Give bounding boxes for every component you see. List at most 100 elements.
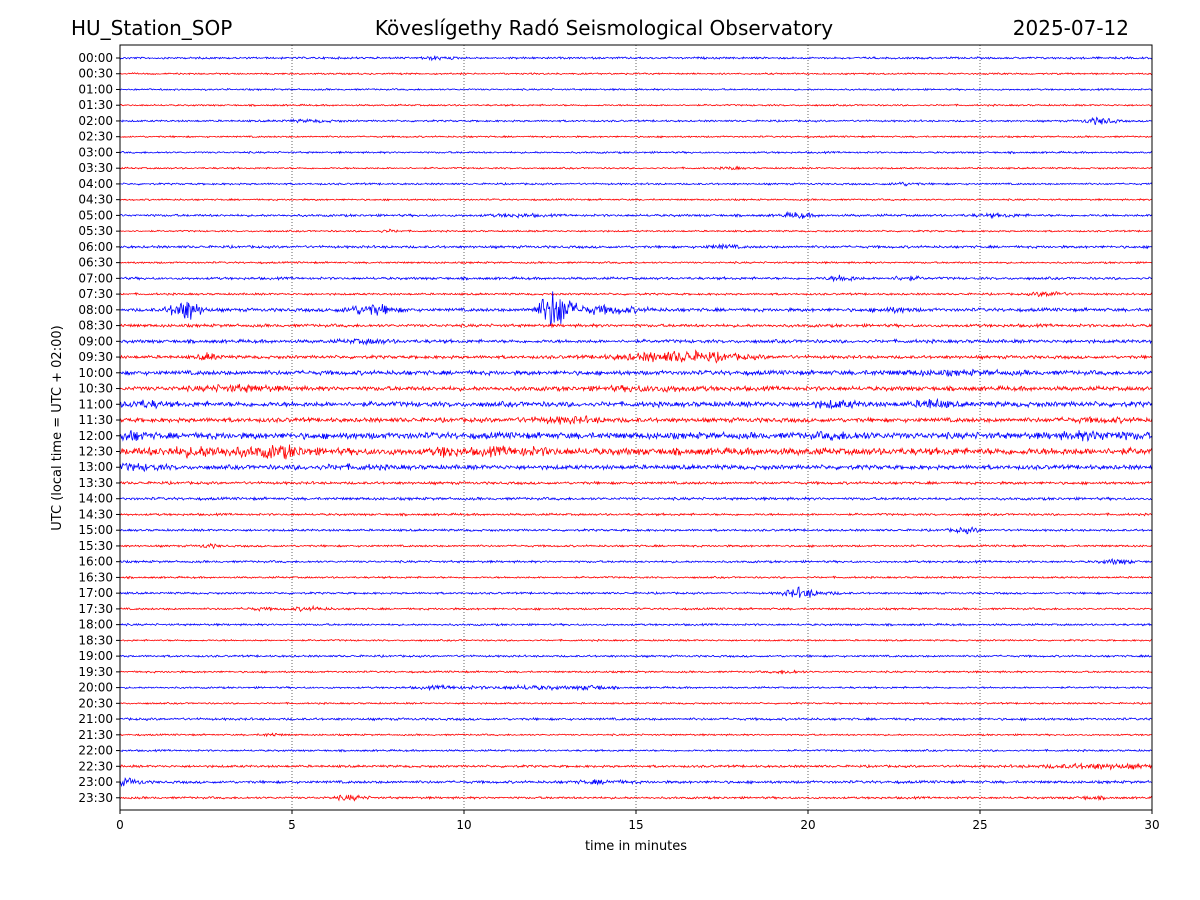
x-axis-label: time in minutes [585, 839, 687, 854]
y-tick-label: 07:00 [78, 271, 113, 285]
trace-1600 [119, 557, 1153, 566]
x-tick-label: 20 [800, 818, 815, 832]
y-tick-label: 00:30 [78, 67, 113, 81]
trace-1930 [119, 669, 1153, 675]
trace-2300 [119, 777, 1153, 788]
trace-0100 [119, 87, 1153, 92]
y-tick-label: 01:00 [78, 82, 113, 96]
y-tick-label: 13:30 [78, 476, 113, 490]
y-tick-label: 09:30 [78, 350, 113, 364]
y-tick-label: 16:00 [78, 555, 113, 569]
trace-0300 [119, 150, 1153, 155]
y-tick-label: 10:30 [78, 382, 113, 396]
trace-0000 [119, 55, 1153, 62]
trace-0800 [119, 291, 1153, 327]
trace-2230 [119, 762, 1153, 771]
trace-0400 [119, 181, 1153, 187]
trace-1200 [119, 430, 1153, 443]
y-tick-label: 19:30 [78, 665, 113, 679]
y-tick-label: 18:30 [78, 633, 113, 647]
trace-2130 [119, 732, 1153, 738]
trace-1130 [119, 415, 1153, 425]
trace-0130 [119, 103, 1153, 108]
y-tick-label: 03:00 [78, 145, 113, 159]
y-tick-label: 05:00 [78, 208, 113, 222]
y-tick-label: 18:00 [78, 618, 113, 632]
trace-2330 [119, 794, 1153, 802]
observatory-title: Köveslígethy Radó Seismological Observat… [375, 16, 833, 40]
trace-2100 [119, 716, 1153, 722]
y-tick-label: 11:00 [78, 397, 113, 411]
trace-1030 [119, 383, 1153, 394]
x-tick-label: 15 [628, 818, 643, 832]
trace-1400 [119, 496, 1153, 502]
y-tick-label: 01:30 [78, 98, 113, 112]
trace-0730 [119, 291, 1153, 298]
trace-1730 [119, 604, 1153, 613]
x-tick-label: 25 [972, 818, 987, 832]
seismic-traces [119, 55, 1153, 802]
y-tick-label: 02:30 [78, 130, 113, 144]
trace-1830 [119, 638, 1153, 643]
y-tick-label: 21:30 [78, 728, 113, 742]
trace-1300 [119, 462, 1153, 473]
y-tick-label: 17:00 [78, 586, 113, 600]
grid-lines [291, 45, 981, 810]
trace-0630 [119, 260, 1153, 265]
y-tick-label: 12:00 [78, 429, 113, 443]
y-tick-label: 06:30 [78, 256, 113, 270]
trace-1000 [119, 368, 1153, 378]
y-tick-label: 05:30 [78, 224, 113, 238]
trace-0230 [119, 134, 1153, 139]
y-axis-label: UTC (local time = UTC + 02:00) [50, 325, 65, 530]
trace-2000 [119, 683, 1153, 692]
y-tick-label: 03:30 [78, 161, 113, 175]
trace-0200 [119, 116, 1153, 126]
y-tick-label: 08:30 [78, 319, 113, 333]
y-tick-label: 22:00 [78, 744, 113, 758]
x-tick-label: 10 [456, 818, 471, 832]
trace-2030 [119, 701, 1153, 705]
trace-0930 [119, 349, 1153, 364]
trace-1230 [119, 444, 1153, 460]
y-tick-label: 11:30 [78, 413, 113, 427]
y-tick-label: 15:30 [78, 539, 113, 553]
y-tick-label: 21:00 [78, 712, 113, 726]
trace-0830 [119, 322, 1153, 329]
y-tick-label: 14:30 [78, 507, 113, 521]
plot-frame [119, 44, 1153, 811]
y-tick-label: 19:00 [78, 649, 113, 663]
trace-1800 [119, 622, 1153, 627]
y-tick-label: 10:00 [78, 366, 113, 380]
trace-1330 [119, 480, 1153, 486]
trace-1500 [119, 526, 1153, 535]
y-tick-label: 22:30 [78, 759, 113, 773]
y-tick-label: 04:30 [78, 193, 113, 207]
x-tick-label: 30 [1144, 818, 1159, 832]
x-tick-label: 5 [288, 818, 296, 832]
trace-0700 [119, 274, 1153, 283]
y-tick-label: 20:00 [78, 681, 113, 695]
trace-0600 [119, 242, 1153, 250]
y-tick-label: 09:00 [78, 334, 113, 348]
trace-1530 [119, 542, 1153, 550]
trace-0330 [119, 165, 1153, 171]
y-tick-label: 08:00 [78, 303, 113, 317]
trace-0500 [119, 211, 1153, 220]
trace-1430 [119, 512, 1153, 517]
trace-1100 [119, 397, 1153, 410]
y-tick-label: 12:30 [78, 445, 113, 459]
y-tick-label: 14:00 [78, 492, 113, 506]
trace-1900 [119, 653, 1153, 659]
trace-0030 [119, 72, 1153, 76]
y-tick-label: 15:00 [78, 523, 113, 537]
trace-0900 [119, 337, 1153, 346]
y-tick-label: 07:30 [78, 287, 113, 301]
y-tick-label: 16:30 [78, 570, 113, 584]
trace-1700 [119, 586, 1153, 598]
date-title: 2025-07-12 [1013, 16, 1129, 40]
trace-0430 [119, 197, 1153, 202]
trace-0530 [119, 228, 1153, 234]
